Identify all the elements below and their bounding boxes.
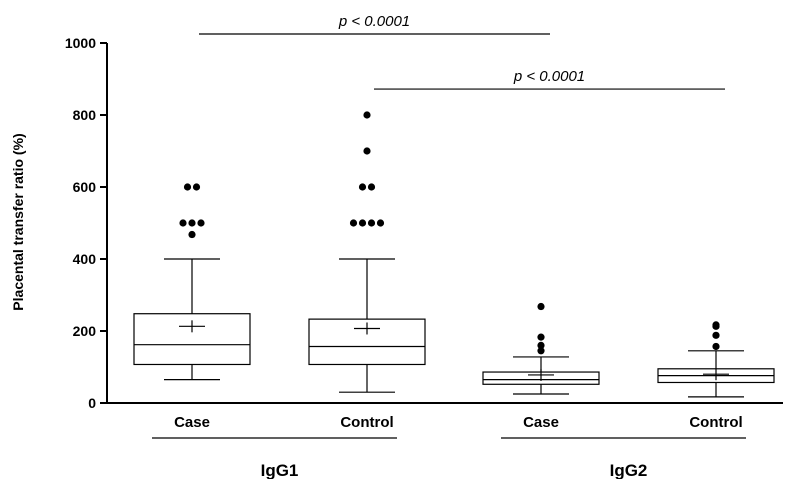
outlier-point (188, 230, 196, 239)
outlier-point (188, 219, 196, 227)
outlier-point (358, 219, 367, 227)
group-label: IgG2 (610, 461, 648, 479)
outlier-point (537, 347, 545, 355)
box-igg2-case (482, 302, 600, 395)
outlier-point (358, 183, 367, 191)
x-category-label: Control (689, 414, 742, 431)
y-tick-label: 200 (73, 323, 97, 339)
outlier-point (192, 183, 201, 191)
outlier-point (376, 219, 385, 227)
box-igg1-case (133, 183, 251, 381)
y-tick-label: 600 (73, 179, 97, 195)
outlier-point (363, 111, 371, 119)
y-tick-label: 0 (88, 395, 96, 411)
outlier-point (349, 219, 358, 227)
outlier-point (537, 341, 545, 349)
outlier-point (179, 219, 187, 227)
outlier-point (537, 333, 545, 341)
box-igg2-control (657, 321, 775, 398)
box-igg1-control (308, 111, 426, 393)
x-category-label: Case (523, 414, 559, 431)
y-axis-label: Placental transfer ratio (%) (10, 133, 26, 310)
outlier-point (363, 147, 371, 155)
outlier-point (712, 342, 720, 351)
x-category-label: Case (174, 414, 210, 431)
outlier-point (197, 219, 205, 227)
group-label: IgG1 (261, 461, 299, 479)
y-tick-label: 800 (73, 107, 97, 123)
p-value-label: p < 0.0001 (338, 13, 410, 30)
y-tick-label: 400 (73, 251, 97, 267)
outlier-point (367, 183, 376, 191)
x-category-label: Control (340, 414, 393, 431)
outlier-point (183, 183, 192, 191)
y-tick-label: 1000 (65, 35, 96, 51)
p-value-label: p < 0.0001 (513, 68, 585, 85)
outlier-point (712, 331, 720, 339)
outlier-point (712, 321, 720, 329)
outlier-point (367, 219, 376, 227)
outlier-point (537, 302, 545, 311)
